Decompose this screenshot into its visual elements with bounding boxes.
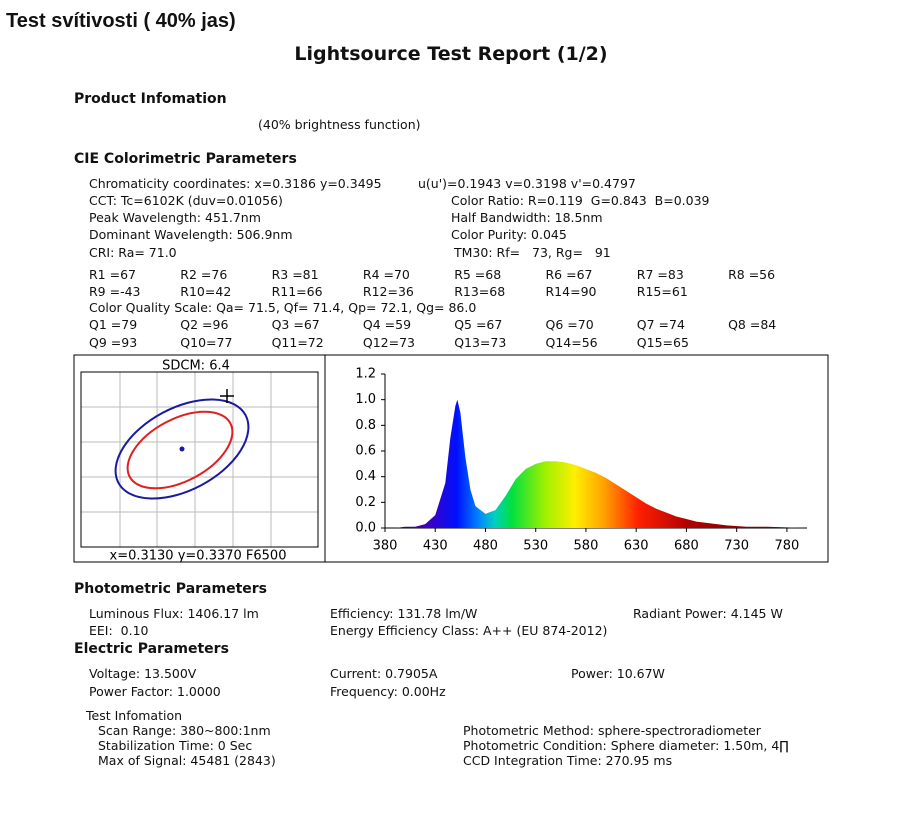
chromaticity-frame bbox=[73, 354, 326, 563]
index-value: R2 =76 bbox=[180, 267, 228, 282]
parameter: u(u')=0.1943 v=0.3198 v'=0.4797 bbox=[418, 176, 636, 191]
parameter: Power Factor: 1.0000 bbox=[89, 684, 221, 699]
index-value: R6 =67 bbox=[545, 267, 593, 282]
parameter: Half Bandwidth: 18.5nm bbox=[451, 210, 603, 225]
spectrum-frame bbox=[324, 354, 829, 563]
index-value: R8 =56 bbox=[728, 267, 776, 282]
parameter: Scan Range: 380~800:1nm bbox=[98, 723, 271, 738]
parameter: Luminous Flux: 1406.17 lm bbox=[89, 606, 259, 621]
chromaticity-point bbox=[179, 446, 185, 452]
section-heading: Electric Parameters bbox=[74, 641, 229, 657]
parameter: Stabilization Time: 0 Sec bbox=[98, 738, 253, 753]
parameter: CCT: Tc=6102K (duv=0.01056) bbox=[89, 193, 283, 208]
index-value: Q15=65 bbox=[636, 335, 689, 350]
parameter: Chromaticity coordinates: x=0.3186 y=0.3… bbox=[89, 176, 382, 191]
parameter: Peak Wavelength: 451.7nm bbox=[89, 210, 261, 225]
section-heading: Test Infomation bbox=[86, 708, 183, 723]
parameter: Photometric Condition: Sphere diameter: … bbox=[463, 738, 789, 753]
index-value: Q1 =79 bbox=[89, 317, 138, 332]
parameter: Max of Signal: 45481 (2843) bbox=[98, 753, 276, 768]
index-value: R14=90 bbox=[545, 284, 597, 299]
chromaticity-plot bbox=[80, 371, 319, 548]
parameter: Color Quality Scale: Qa= 71.5, Qf= 71.4,… bbox=[89, 300, 477, 315]
index-value: Q6 =70 bbox=[545, 317, 594, 332]
x-tick-label: 380 bbox=[373, 539, 398, 554]
y-tick-label: 0.6 bbox=[355, 444, 376, 459]
parameter: TM30: Rf= 73, Rg= 91 bbox=[454, 245, 611, 260]
reference-point: x=0.3130 y=0.3370 F6500 bbox=[110, 549, 287, 564]
parameter: Photometric Method: sphere-spectroradiom… bbox=[463, 723, 761, 738]
index-value: R7 =83 bbox=[636, 267, 684, 282]
index-value: Q13=73 bbox=[454, 335, 507, 350]
index-value: R4 =70 bbox=[362, 267, 410, 282]
index-value: R15=61 bbox=[636, 284, 688, 299]
parameter: Voltage: 13.500V bbox=[89, 666, 197, 681]
index-value: Q5 =67 bbox=[454, 317, 503, 332]
spectrum bbox=[385, 399, 807, 528]
index-value: R11=66 bbox=[271, 284, 323, 299]
x-tick-label: 430 bbox=[423, 539, 448, 554]
index-value: R10=42 bbox=[180, 284, 232, 299]
y-tick-label: 0.0 bbox=[355, 521, 376, 536]
index-value: R5 =68 bbox=[454, 267, 502, 282]
parameter: Frequency: 0.00Hz bbox=[330, 684, 446, 699]
y-tick-label: 0.4 bbox=[355, 469, 376, 484]
y-tick-label: 0.8 bbox=[355, 418, 376, 433]
index-value: Q2 =96 bbox=[180, 317, 229, 332]
chromaticity-grid bbox=[81, 372, 318, 547]
y-tick-label: 0.2 bbox=[355, 495, 376, 510]
index-value: R9 =-43 bbox=[89, 284, 141, 299]
index-value: Q11=72 bbox=[271, 335, 324, 350]
outer-ellipse bbox=[114, 398, 250, 500]
index-value: R13=68 bbox=[454, 284, 506, 299]
x-tick-label: 580 bbox=[574, 539, 599, 554]
parameter: Radiant Power: 4.145 W bbox=[633, 606, 783, 621]
parameter: Color Purity: 0.045 bbox=[451, 227, 567, 242]
y-tick-label: 1.2 bbox=[355, 367, 376, 382]
parameter: EEI: 0.10 bbox=[89, 623, 149, 638]
x-tick-label: 730 bbox=[724, 539, 749, 554]
inner-ellipse bbox=[126, 410, 234, 490]
index-value: R1 =67 bbox=[89, 267, 136, 282]
index-value: Q12=73 bbox=[362, 335, 416, 350]
index-value: Q3 =67 bbox=[271, 317, 320, 332]
parameter: CCD Integration Time: 270.95 ms bbox=[463, 753, 673, 768]
measured-cross bbox=[220, 389, 234, 403]
x-tick-label: 480 bbox=[473, 539, 498, 554]
x-tick-label: 680 bbox=[674, 539, 699, 554]
index-value: Q4 =59 bbox=[362, 317, 412, 332]
index-value: Q7 =74 bbox=[636, 317, 685, 332]
parameter: Power: 10.67W bbox=[571, 666, 665, 681]
page-note: Test svítivosti ( 40% jas) bbox=[6, 10, 236, 32]
sdcm: SDCM: 6.4 bbox=[162, 359, 230, 374]
parameter: CRI: Ra= 71.0 bbox=[89, 245, 177, 260]
report-title: Lightsource Test Report (1/2) bbox=[294, 43, 608, 65]
index-value: Q8 =84 bbox=[728, 317, 777, 332]
section-heading: Photometric Parameters bbox=[74, 581, 267, 597]
x-tick-label: 530 bbox=[523, 539, 548, 554]
parameter: Current: 0.7905A bbox=[330, 666, 438, 681]
parameter: Dominant Wavelength: 506.9nm bbox=[89, 227, 293, 242]
index-value: R12=36 bbox=[362, 284, 414, 299]
index-value: Q10=77 bbox=[180, 335, 233, 350]
parameter: Efficiency: 131.78 lm/W bbox=[330, 606, 478, 621]
y-tick-label: 1.0 bbox=[355, 392, 376, 407]
parameter: Energy Efficiency Class: A++ (EU 874-201… bbox=[330, 623, 608, 638]
index-value: R3 =81 bbox=[271, 267, 319, 282]
x-tick-label: 780 bbox=[774, 539, 799, 554]
index-value: Q14=56 bbox=[545, 335, 598, 350]
x-tick-label: 630 bbox=[624, 539, 649, 554]
parameter: Color Ratio: R=0.119 G=0.843 B=0.039 bbox=[451, 193, 710, 208]
index-value: Q9 =93 bbox=[89, 335, 138, 350]
product-text: (40% brightness function) bbox=[258, 117, 421, 132]
section-heading: CIE Colorimetric Parameters bbox=[74, 151, 297, 167]
section-heading: Product Infomation bbox=[74, 91, 227, 107]
